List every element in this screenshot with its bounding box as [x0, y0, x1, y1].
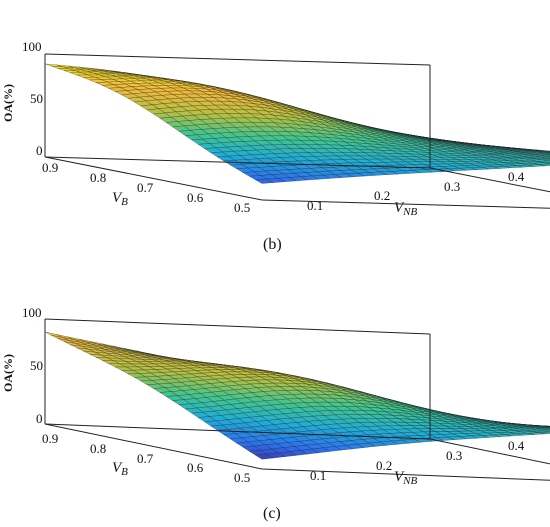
z-tick-label: 100	[22, 39, 42, 54]
panel-b: 0 50 100 OA(%) 0.9 0.8 0.7 0.6 0.5 VB 0.…	[1, 39, 550, 253]
axis-frame-line	[261, 468, 550, 481]
z-tick-label: 0	[36, 143, 43, 158]
axis-frame-line	[429, 167, 550, 193]
axis-frame-line	[429, 438, 550, 465]
x-tick-label: 0.3	[446, 448, 462, 463]
x-tick-label: 0.4	[508, 438, 525, 453]
x-axis-label: VNB	[394, 200, 418, 218]
z-axis-label: OA(%)	[1, 84, 15, 122]
axis-frame-line	[44, 156, 431, 169]
z-axis-label: OA(%)	[1, 354, 15, 392]
y-tick-label: 0.5	[234, 200, 250, 215]
z-tick-label: 100	[22, 305, 42, 320]
axes-frame-b	[44, 53, 550, 209]
axis-frame-line	[44, 53, 431, 66]
y-tick-label: 0.6	[187, 190, 204, 205]
x-tick-label: 0.1	[307, 198, 323, 213]
y-tick-label: 0.7	[137, 451, 154, 466]
x-axis-label: VNB	[394, 469, 418, 487]
axis-frame-line	[44, 156, 263, 201]
axes-frame-c	[44, 318, 550, 481]
y-tick-label: 0.5	[234, 470, 250, 485]
y-axis-label: VB	[112, 460, 128, 478]
y-tick-label: 0.9	[42, 431, 58, 446]
z-tick-label: 0	[36, 411, 43, 426]
panel-c: 0 50 100 OA(%) 0.9 0.8 0.7 0.6 0.5 VB 0.…	[1, 305, 550, 522]
y-tick-label: 0.7	[137, 180, 154, 195]
z-tick-label: 50	[30, 91, 43, 106]
panel-label-c: (c)	[263, 505, 281, 522]
x-tick-label: 0.4	[508, 169, 525, 184]
x-tick-label: 0.3	[444, 179, 460, 194]
y-axis-label: VB	[112, 190, 128, 208]
x-tick-label: 0.2	[376, 458, 392, 473]
surface-mesh-c	[44, 331, 550, 460]
x-tick-label: 0.1	[310, 468, 326, 483]
surface-mesh-b	[44, 63, 550, 184]
y-tick-label: 0.6	[187, 460, 204, 475]
y-tick-label: 0.8	[90, 170, 106, 185]
axis-frame-line	[44, 318, 431, 335]
z-tick-label: 50	[30, 358, 43, 373]
y-tick-label: 0.8	[90, 441, 106, 456]
y-tick-label: 0.9	[42, 160, 58, 175]
panel-label-b: (b)	[263, 236, 282, 253]
surface-cell	[255, 453, 274, 460]
axis-frame-line	[44, 423, 263, 470]
axis-frame-line	[261, 199, 550, 209]
axis-frame-line	[44, 423, 431, 440]
x-tick-label: 0.2	[374, 188, 390, 203]
surface-cell	[255, 178, 274, 184]
